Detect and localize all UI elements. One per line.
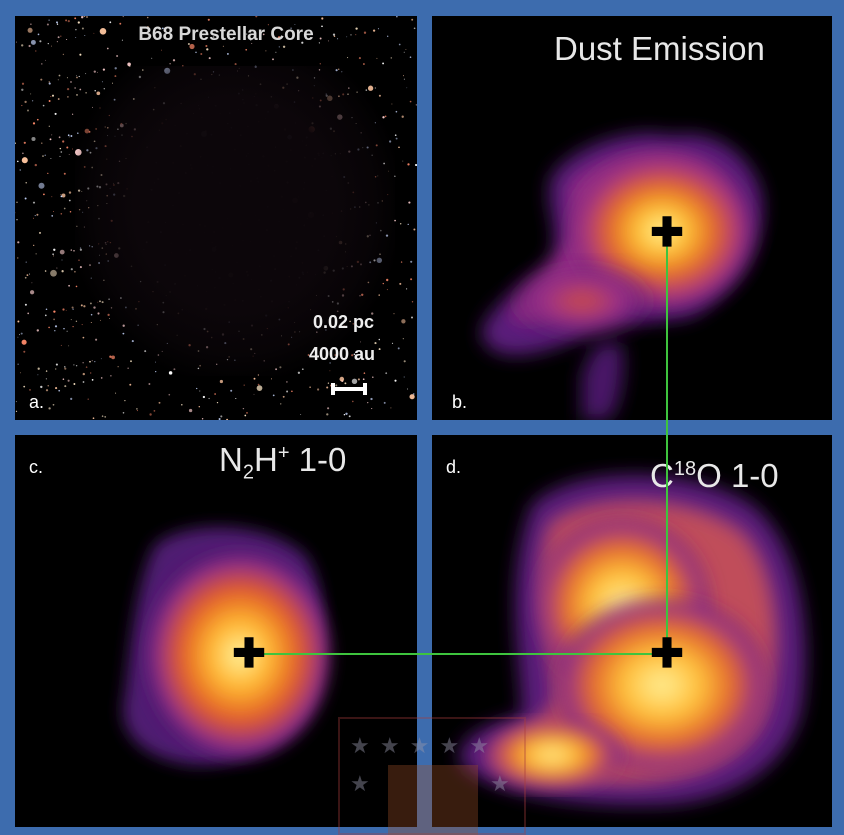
panel-c-letter: c. bbox=[29, 457, 44, 477]
panel-b-dust-emission: Dust Emission b. bbox=[432, 16, 832, 420]
scale-pc-label: 0.02 pc bbox=[313, 312, 375, 332]
panel-d-title: C18O 1-0 bbox=[650, 457, 779, 495]
scale-au-label: 4000 au bbox=[309, 344, 376, 364]
crosshair-c-icon: ✚ bbox=[232, 632, 266, 676]
scale-bar bbox=[331, 383, 367, 395]
panel-b-letter: b. bbox=[452, 392, 468, 412]
panel-b-title: Dust Emission bbox=[554, 30, 765, 67]
university-crest-watermark-icon: ★ ★ ★ ★ ★ ★ ★ bbox=[338, 717, 526, 835]
n2h-species: N2H+ bbox=[219, 441, 290, 484]
n2h-emission-map bbox=[123, 527, 330, 765]
panel-a-letter: a. bbox=[29, 392, 45, 412]
panel-c-transition: 1-0 bbox=[298, 441, 347, 478]
panel-d-letter: d. bbox=[446, 457, 462, 477]
panel-c-title: N2H+ 1-0 bbox=[219, 441, 346, 485]
dark-cloud bbox=[75, 66, 395, 376]
guide-line-vertical bbox=[666, 232, 668, 654]
panel-a-optical-image: B68 Prestellar Core 0.02 pc 4000 au a. bbox=[15, 16, 417, 420]
guide-line-horizontal bbox=[248, 653, 668, 655]
panel-c-n2h-map: N2H+ 1-0 c. bbox=[15, 435, 417, 827]
panel-a-title: B68 Prestellar Core bbox=[138, 24, 314, 45]
crosshair-d-icon: ✚ bbox=[650, 632, 684, 676]
dust-emission-map bbox=[482, 133, 762, 420]
c18o-species: C18O bbox=[650, 457, 722, 494]
panel-d-transition: 1-0 bbox=[730, 457, 779, 494]
crosshair-b-icon: ✚ bbox=[650, 211, 684, 255]
